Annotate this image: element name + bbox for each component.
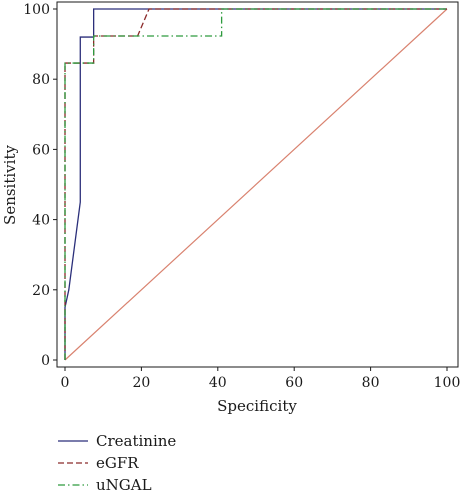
x-tick-label: 40: [209, 375, 227, 391]
y-tick-label: 100: [23, 2, 50, 18]
x-tick-label: 80: [362, 375, 380, 391]
y-tick-label: 60: [32, 142, 50, 158]
series-line-ungal: [64, 8, 447, 360]
legend-label-creatinine: Creatinine: [96, 432, 176, 450]
legend-label-ungal: uNGAL: [96, 476, 152, 490]
reference-diagonal-line: [64, 8, 448, 361]
x-tick-label: 0: [61, 375, 70, 391]
x-tick-label: 60: [285, 375, 303, 391]
plot-frame: [56, 1, 459, 368]
x-tick-label: 20: [132, 375, 150, 391]
x-tick-label: 100: [434, 375, 460, 391]
y-tick-label: 40: [32, 213, 50, 229]
y-axis-title: Sensitivity: [1, 145, 19, 225]
legend-label-egfr: eGFR: [96, 454, 139, 472]
y-tick-label: 80: [32, 72, 50, 88]
y-tick-label: 0: [41, 353, 50, 369]
x-axis-title: Specificity: [217, 397, 297, 415]
y-tick-label: 20: [32, 283, 50, 299]
legend: Creatinine eGFR uNGAL: [58, 432, 176, 490]
